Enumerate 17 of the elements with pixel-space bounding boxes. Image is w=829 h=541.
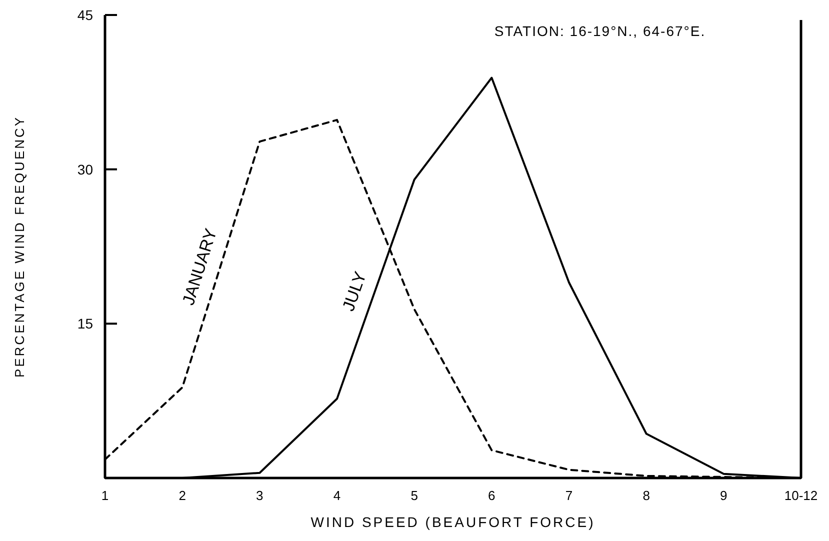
x-tick-label: 7 [565, 488, 573, 503]
x-tick-label: 1 [101, 488, 109, 503]
x-tick-label: 10-12 [784, 488, 818, 503]
x-tick-label: 6 [488, 488, 496, 503]
y-tick-label: 30 [77, 161, 94, 178]
x-tick-label: 4 [333, 488, 341, 503]
x-tick-label: 9 [720, 488, 728, 503]
x-tick-label: 3 [256, 488, 264, 503]
y-axis-title: PERCENTAGE WIND FREQUENCY [12, 115, 27, 378]
y-tick-label: 15 [77, 316, 94, 332]
x-tick-label: 2 [178, 488, 186, 503]
x-tick-label: 5 [410, 488, 418, 503]
x-tick-label: 8 [642, 488, 650, 503]
y-tick-label: 45 [77, 7, 94, 23]
text: JULY [338, 269, 370, 314]
x-axis-title: WIND SPEED (BEAUFORT FORCE) [310, 514, 596, 530]
text: STATION: 16-19°N., 64-67°E. [494, 23, 706, 39]
